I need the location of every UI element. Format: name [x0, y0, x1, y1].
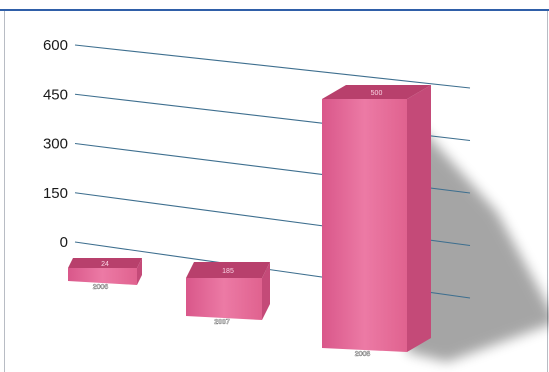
bar-top-face [68, 258, 142, 268]
bar-side-face [137, 258, 142, 285]
y-tick-label: 300 [43, 136, 68, 153]
gridline [74, 44, 471, 89]
bar-shadows [407, 112, 549, 362]
y-tick-label: 150 [43, 185, 68, 202]
bar-shadow [407, 112, 549, 362]
y-tick-label: 0 [60, 234, 68, 251]
data-label: 24 [101, 261, 109, 268]
y-axis-ticks: 600 450 300 150 0 [43, 37, 68, 251]
bar-side-face [262, 262, 270, 320]
bar [68, 258, 142, 285]
data-label: 500 [371, 90, 383, 97]
bar [186, 262, 270, 320]
y-tick-label: 450 [43, 86, 68, 103]
x-category-label: 2007 [214, 319, 230, 326]
bar-top-face [322, 85, 431, 99]
bar [322, 85, 431, 352]
bar-front-face [186, 278, 262, 320]
bar-front-face [68, 268, 137, 285]
x-category-label: 2008 [355, 351, 371, 358]
bar-front-face [322, 99, 407, 352]
top-border [0, 9, 549, 11]
right-border [547, 11, 548, 372]
bar-side-face [407, 85, 431, 352]
x-category-label: 2006 [93, 284, 109, 291]
chart-bars: 24 2006 185 2007 500 2008 [68, 85, 431, 358]
bar-top-face [186, 262, 270, 279]
left-border [4, 11, 5, 372]
y-tick-label: 600 [43, 37, 68, 54]
data-label: 185 [222, 268, 234, 275]
